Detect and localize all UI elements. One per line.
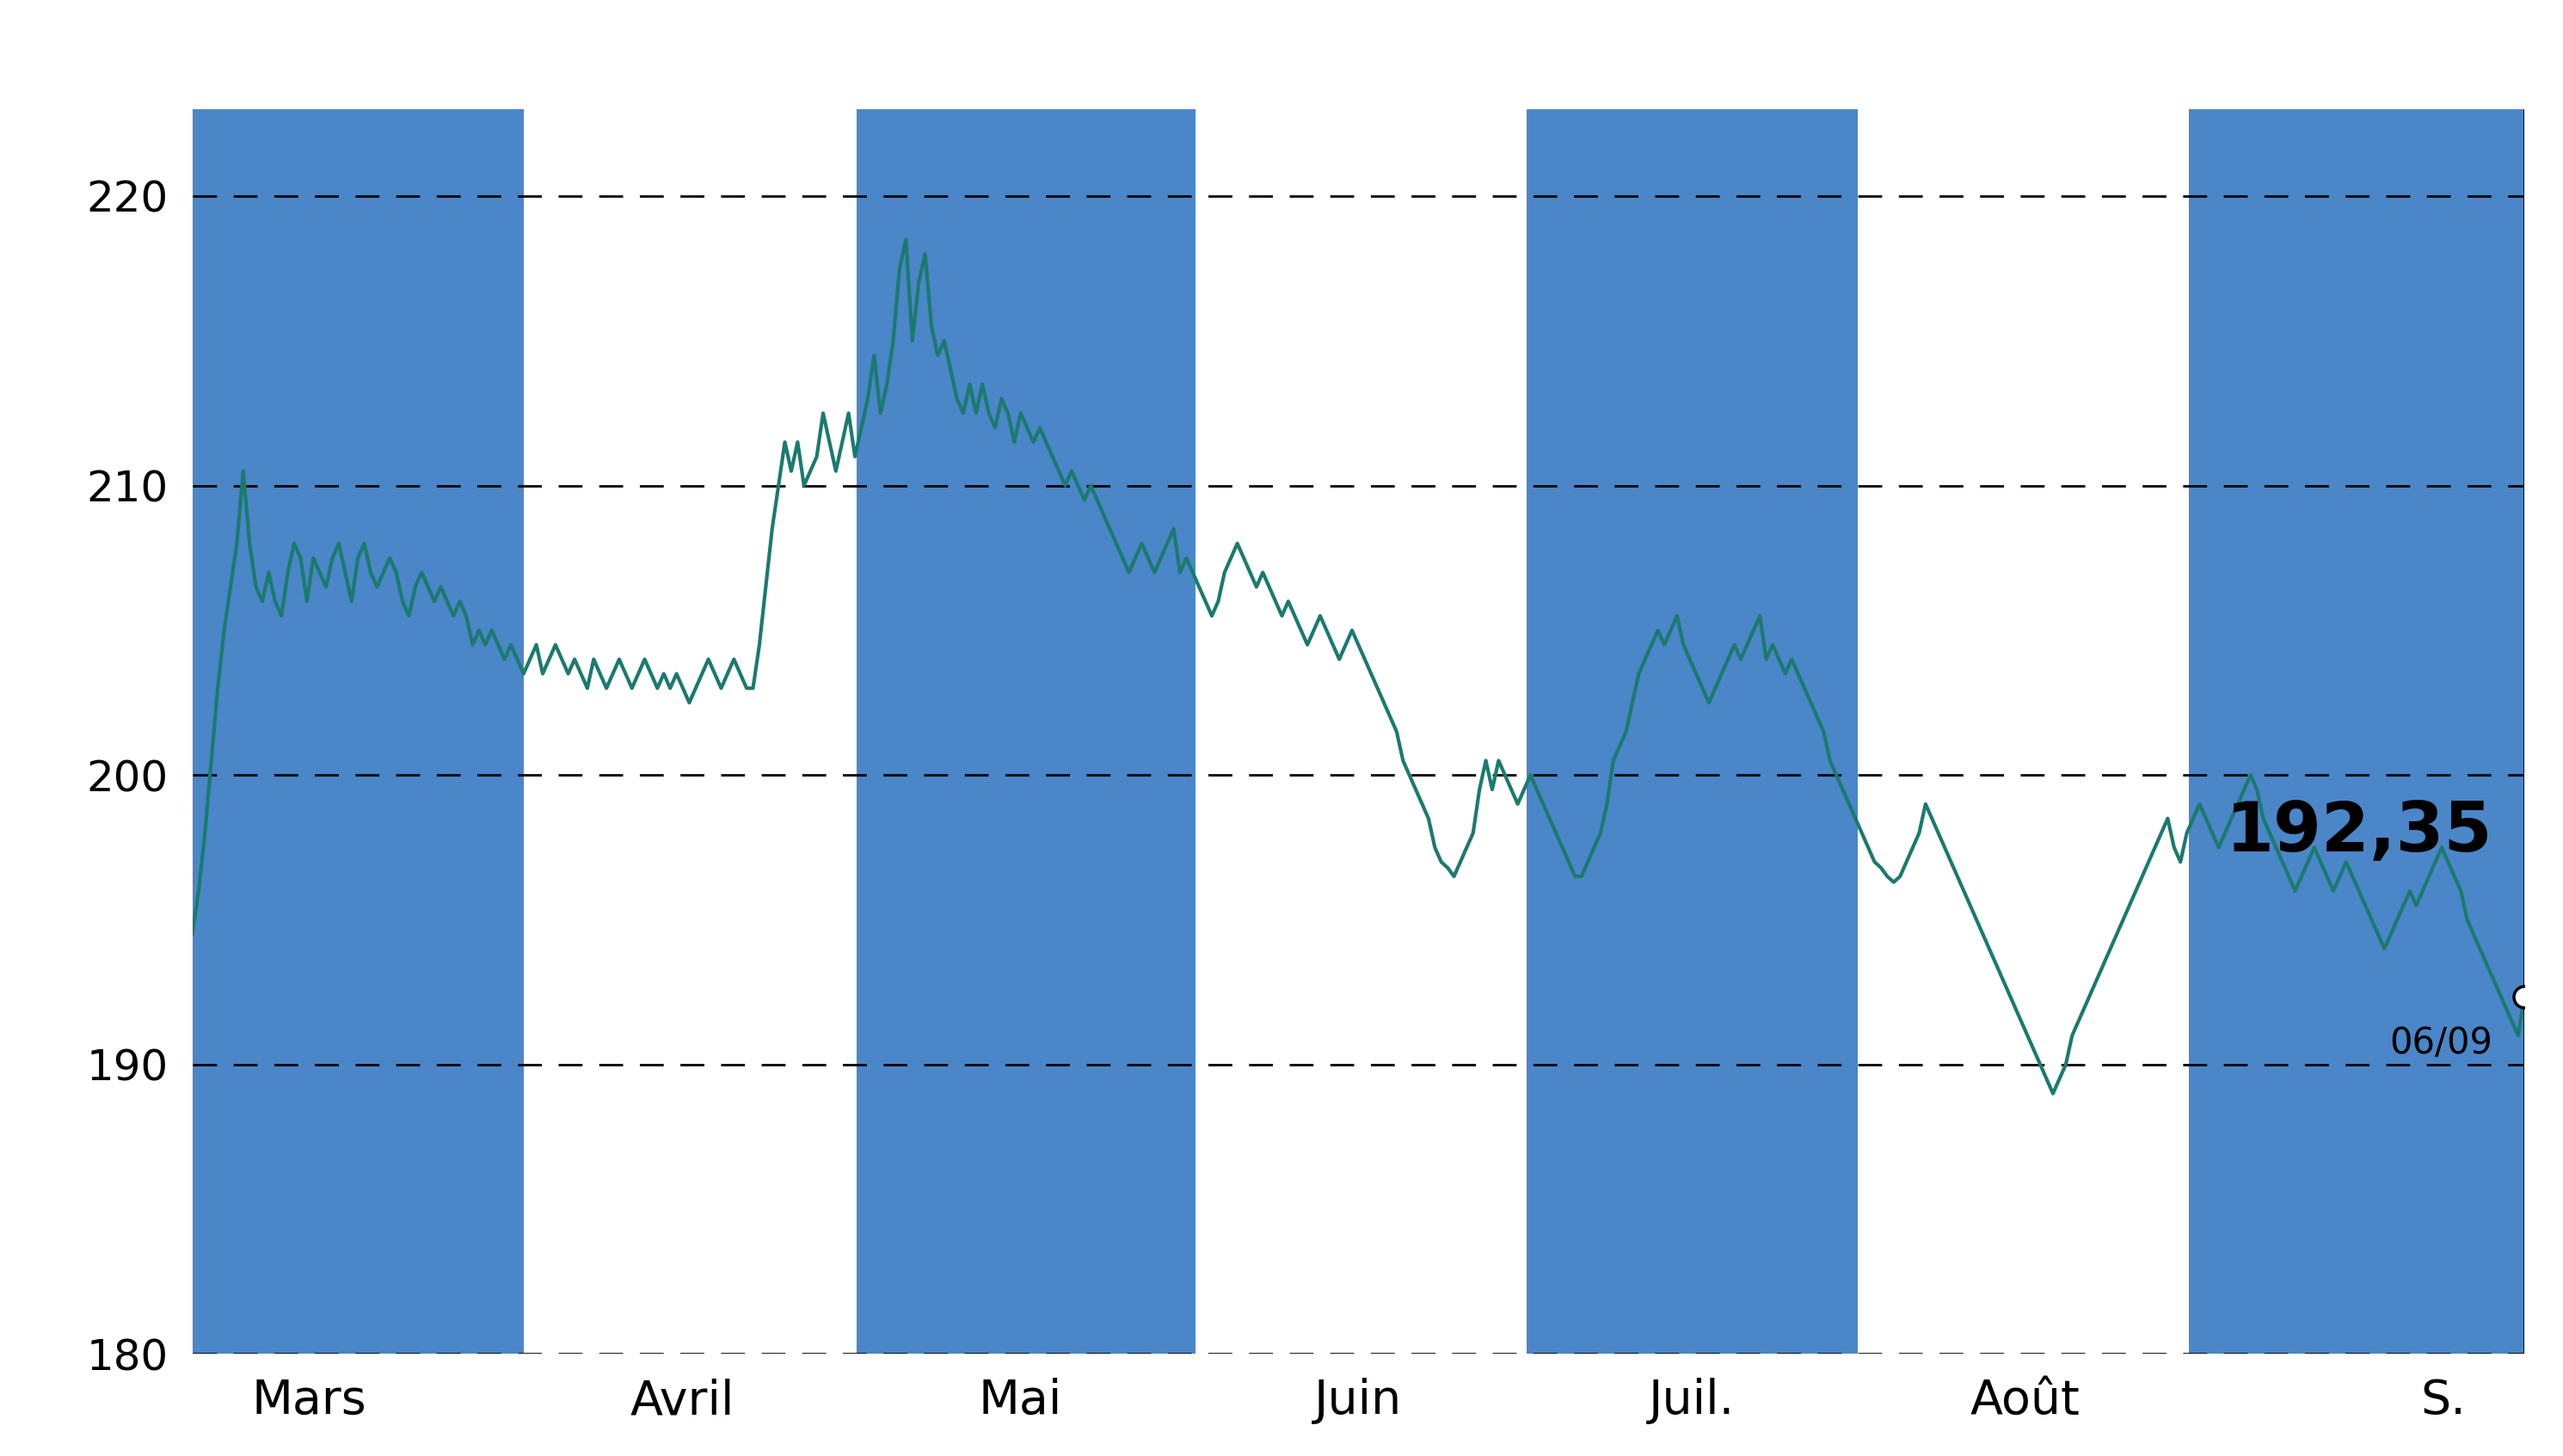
Text: SAFRAN: SAFRAN — [1064, 1, 1499, 93]
Bar — [192, 109, 523, 1354]
Text: 192,35: 192,35 — [2225, 799, 2494, 866]
Text: 06/09: 06/09 — [2389, 1025, 2494, 1061]
Bar — [856, 109, 1194, 1354]
Bar — [1528, 109, 1858, 1354]
Bar — [2189, 109, 2525, 1354]
